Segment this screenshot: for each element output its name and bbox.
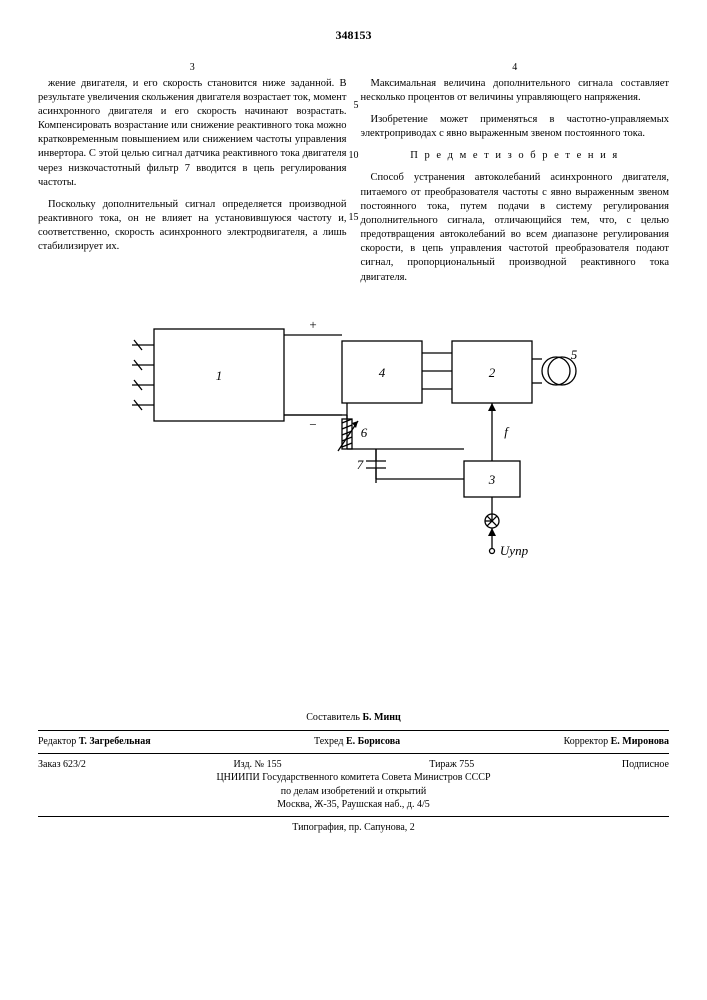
footer: Составитель Б. Минц Редактор Т. Загребел…	[38, 711, 669, 835]
issue: Изд. № 155	[233, 758, 281, 772]
corrector-cell: Корректор Е. Миронова	[564, 735, 669, 749]
org-line-1: ЦНИИПИ Государственного комитета Совета …	[38, 771, 669, 785]
svg-text:2: 2	[488, 365, 495, 380]
right-p2: Изобретение может применяться в частотно…	[361, 113, 670, 141]
right-p1: Максимальная величина дополнительного си…	[361, 77, 670, 105]
svg-text:4: 4	[378, 365, 385, 380]
line-marker-15: 15	[349, 211, 359, 225]
subscription: Подписное	[622, 758, 669, 772]
tech-label: Техред	[314, 736, 343, 747]
left-p2: Поскольку дополнительный сигнал определя…	[38, 198, 347, 255]
svg-text:5: 5	[570, 347, 577, 362]
col-num-right: 4	[361, 61, 670, 75]
compiler-line: Составитель Б. Минц	[38, 711, 669, 725]
compiler-label: Составитель	[306, 712, 360, 723]
editor-name: Т. Загребельная	[79, 736, 151, 747]
svg-text:f: f	[504, 424, 510, 439]
credit-row: Редактор Т. Загребельная Техред Е. Борис…	[38, 730, 669, 749]
addr-line: Москва, Ж-35, Раушская наб., д. 4/5	[38, 798, 669, 812]
editor-label: Редактор	[38, 736, 76, 747]
svg-text:1: 1	[215, 368, 222, 383]
order: Заказ 623/2	[38, 758, 86, 772]
svg-text:6: 6	[360, 425, 367, 440]
svg-text:−: −	[309, 417, 316, 432]
right-p3: Способ устранения автоколебаний асинхрон…	[361, 171, 670, 284]
tirazh: Тираж 755	[429, 758, 474, 772]
line-marker-5: 5	[349, 99, 359, 113]
editor-cell: Редактор Т. Загребельная	[38, 735, 151, 749]
compiler-name: Б. Минц	[362, 712, 400, 723]
tech-name: Е. Борисова	[346, 736, 400, 747]
corrector-name: Е. Миронова	[611, 736, 669, 747]
patent-number: 348153	[38, 28, 669, 43]
print-row: Заказ 623/2 Изд. № 155 Тираж 755 Подписн…	[38, 753, 669, 772]
corrector-label: Корректор	[564, 736, 609, 747]
text-columns: 3 жение двигателя, и его скорость станов…	[38, 61, 669, 293]
col-num-left: 3	[38, 61, 347, 75]
right-column: 4 5 10 15 Максимальная величина дополнит…	[361, 61, 670, 293]
subject-title: П р е д м е т и з о б р е т е н и я	[361, 149, 670, 163]
org-line-2: по делам изобретений и открытий	[38, 785, 669, 799]
svg-text:Uупр: Uупр	[499, 543, 528, 558]
line-marker-10: 10	[349, 149, 359, 163]
left-column: 3 жение двигателя, и его скорость станов…	[38, 61, 347, 293]
circuit-diagram: 1 + − 4 2 5 6 7 3 f Uупр	[38, 311, 669, 571]
svg-text:7: 7	[356, 457, 363, 472]
typography-line: Типография, пр. Сапунова, 2	[38, 816, 669, 835]
svg-text:3: 3	[487, 472, 495, 487]
left-p1: жение двигателя, и его скорость становит…	[38, 77, 347, 190]
svg-text:+: +	[309, 317, 316, 332]
tech-cell: Техред Е. Борисова	[314, 735, 400, 749]
